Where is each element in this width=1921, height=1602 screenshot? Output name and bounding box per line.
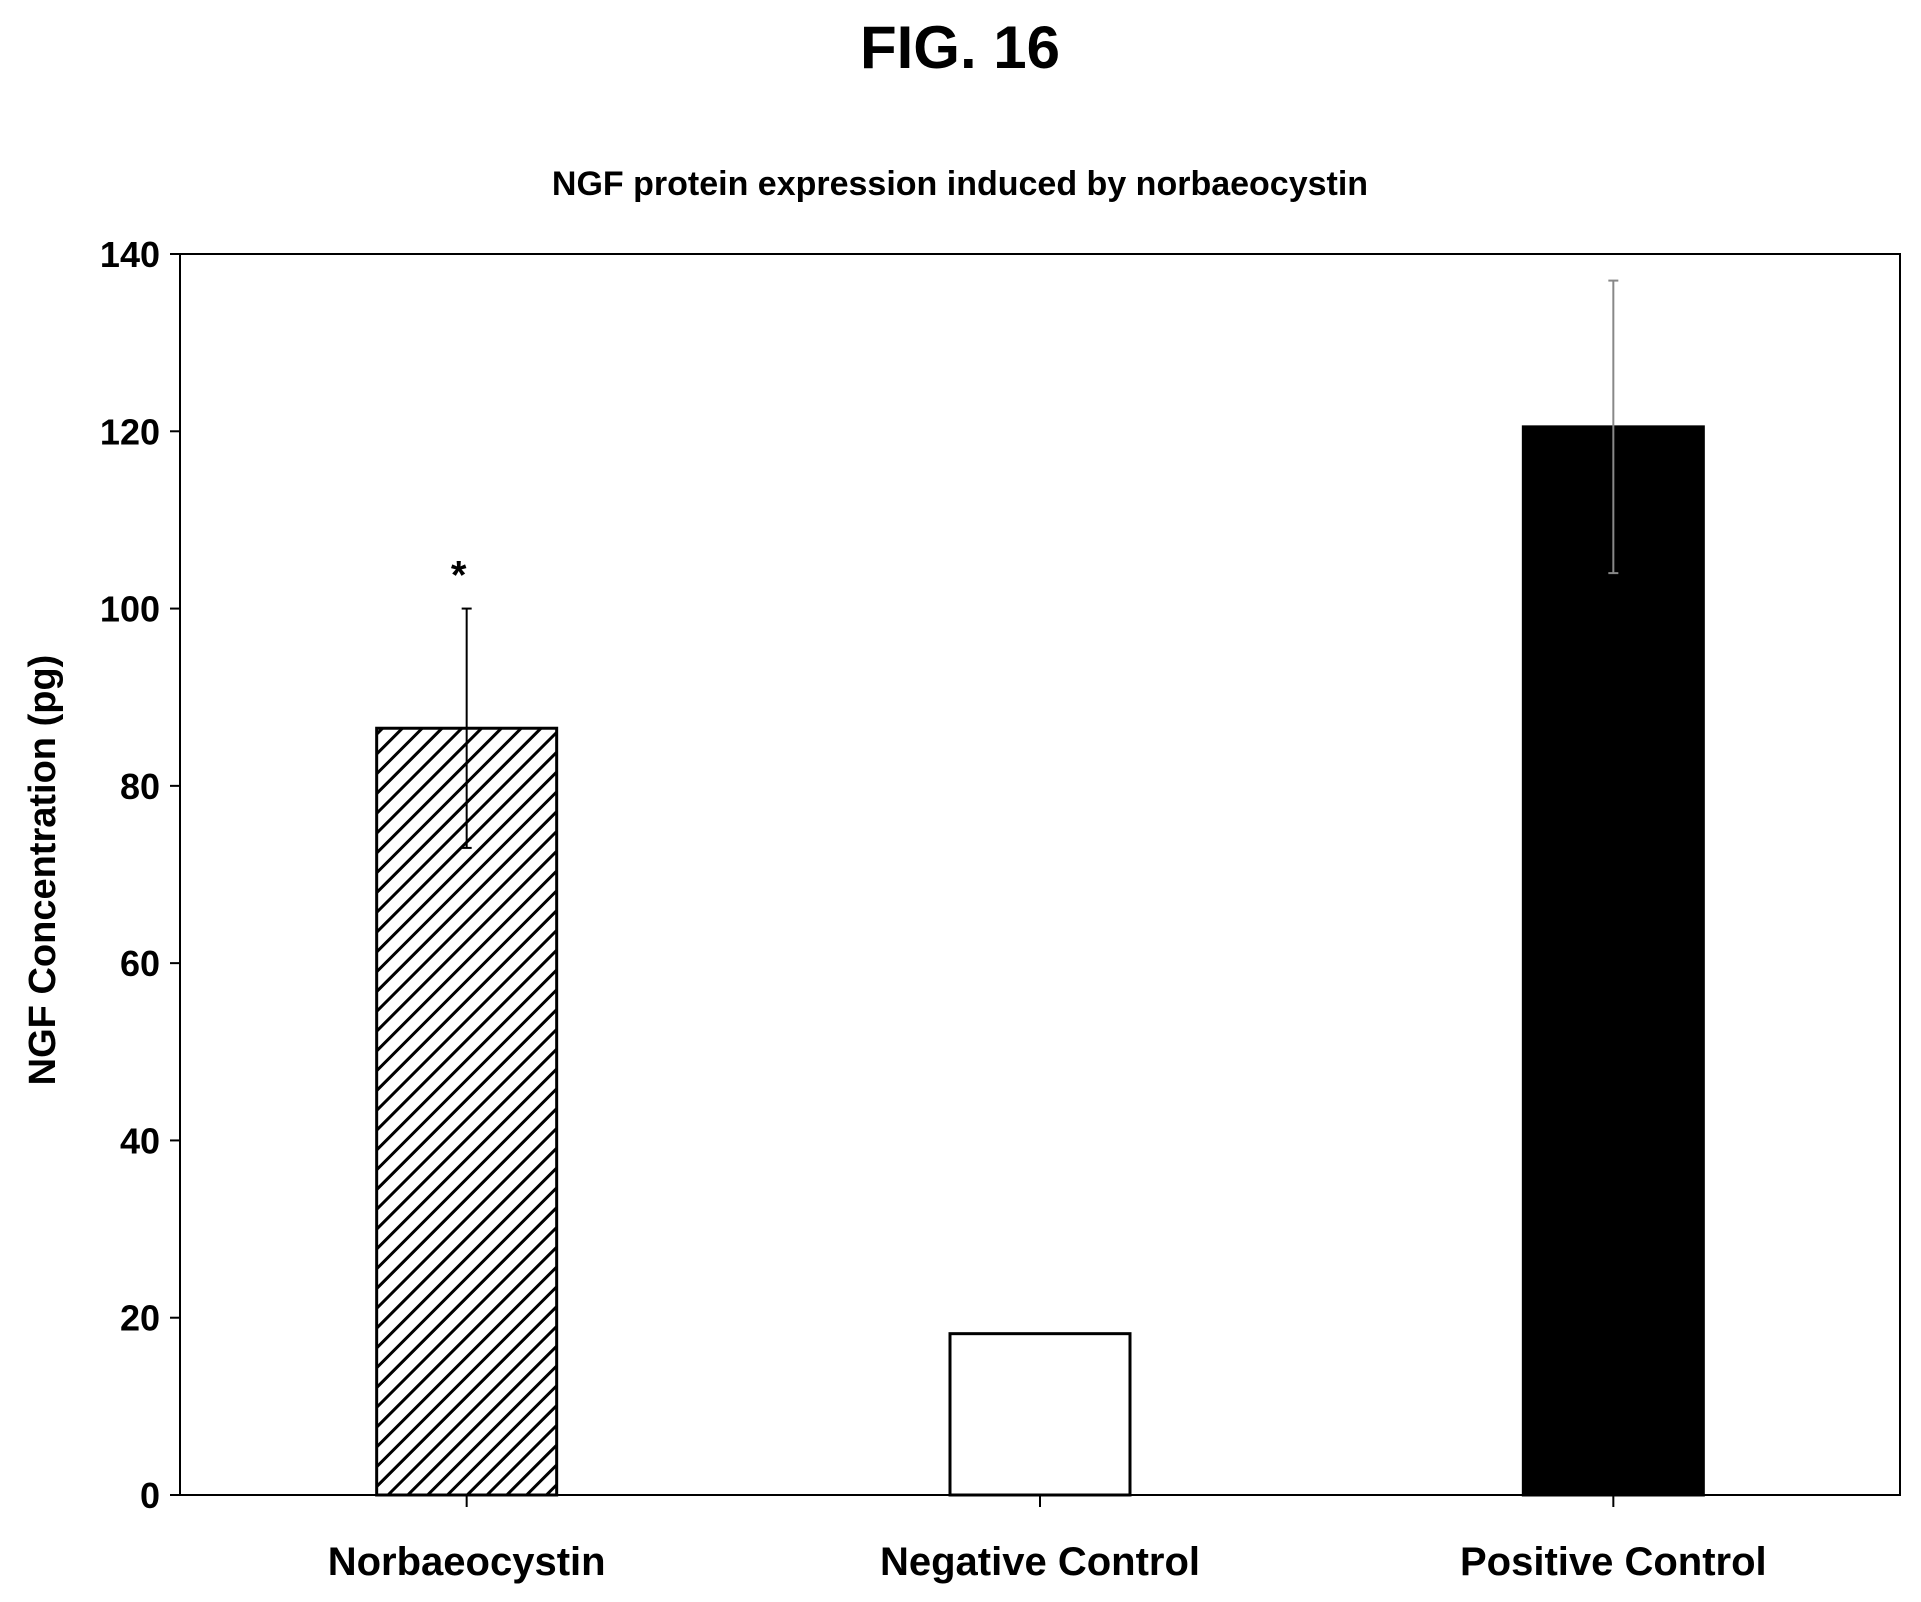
y-axis-label: NGF Concentration (pg) (22, 655, 64, 1086)
figure-label: FIG. 16 (860, 14, 1060, 81)
chart-title: NGF protein expression induced by norbae… (552, 165, 1368, 203)
bar (948, 1332, 1132, 1497)
bar (1521, 425, 1705, 1497)
y-tick-label: 120 (100, 411, 160, 452)
x-tick-label: Positive Control (1460, 1540, 1767, 1584)
y-tick-label: 80 (120, 766, 160, 807)
y-tick-label: 20 (120, 1298, 160, 1339)
x-tick-label: Negative Control (880, 1540, 1200, 1584)
y-tick-label: 40 (120, 1120, 160, 1161)
plot-area: 0 20 40 60 80 100 120 140 Norbaeocystin * Negative… (100, 234, 1901, 1584)
y-tick-label: 0 (140, 1475, 160, 1516)
x-tick-label: Norbaeocystin (328, 1540, 606, 1584)
significance-marker: * (451, 554, 467, 598)
y-tick-label: 140 (100, 234, 160, 275)
y-tick-label: 100 (100, 589, 160, 630)
y-tick-label: 60 (120, 943, 160, 984)
